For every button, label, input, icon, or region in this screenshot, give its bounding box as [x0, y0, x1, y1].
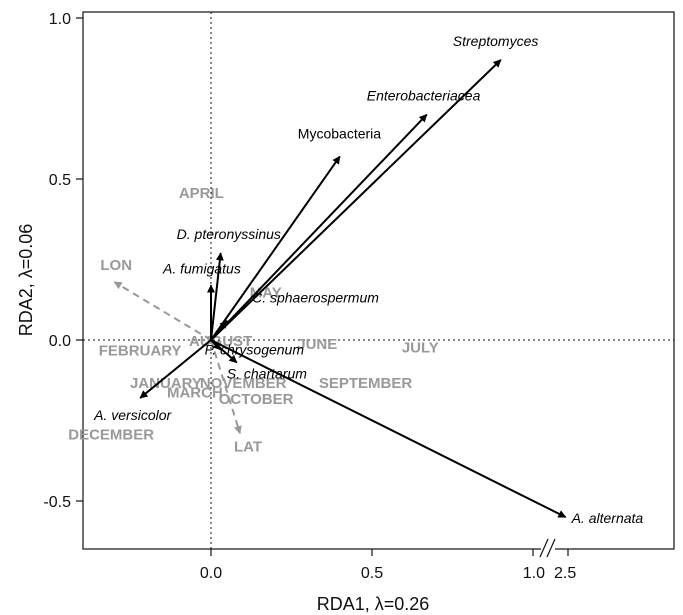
env-arrow-lon: [113, 281, 212, 341]
month-label-april: APRIL: [179, 185, 224, 202]
month-label-march: MARCH: [167, 385, 223, 402]
month-label-september: SEPTEMBER: [319, 375, 413, 392]
month-label-june: JUNE: [297, 336, 337, 353]
species-label-p-chrysogenum: P. chrysogenum: [205, 342, 305, 358]
x-tick-label: 1.0: [523, 565, 545, 582]
species-arrow-enterobacteriacea: [210, 113, 428, 341]
x-tick-label: 2.5: [554, 565, 576, 582]
species-arrow-a-alternata: [210, 339, 567, 518]
month-label-november: NOVEMBER: [200, 375, 287, 392]
species-arrow-mycobacteria: [210, 155, 341, 341]
x-axis-title: RDA1, λ=0.26: [317, 594, 430, 614]
x-axis-ticks: 0.0 0.5 1.0 2.5: [200, 549, 576, 582]
species-label-enterobacteriacea: Enterobacteriacea: [367, 88, 481, 104]
x-tick-label: 0.0: [200, 565, 222, 582]
species-arrow-c-sphaerospermum: [210, 320, 228, 341]
month-label-may: MAY: [250, 285, 282, 302]
env-label-lat: LAT: [234, 438, 262, 455]
species-label-a-versicolor: A. versicolor: [93, 407, 172, 423]
y-tick-label: -0.5: [43, 494, 71, 511]
species-arrow-streptomyces: [210, 59, 502, 341]
month-label-october: OCTOBER: [219, 391, 294, 408]
env-label-lon: LON: [100, 257, 132, 274]
species-label-streptomyces: Streptomyces: [453, 33, 539, 49]
species-arrows: Streptomyces Enterobacteriacea Mycobacteri…: [93, 33, 643, 526]
species-label-c-sphaerospermum: C. sphaerospermum: [252, 290, 379, 306]
month-label-july: JULY: [402, 339, 439, 356]
month-label-january: JANUARY: [130, 375, 202, 392]
species-label-mycobacteria: Mycobacteria: [298, 125, 381, 141]
env-arrow-lat: [210, 339, 242, 435]
y-axis-ticks: 1.0 0.5 0.0 -0.5: [43, 11, 83, 511]
species-arrow-d-pteronyssinus: [210, 252, 224, 341]
environment-arrows: LON LAT: [100, 257, 262, 455]
species-label-a-fumigatus: A. fumigatus: [162, 260, 241, 276]
species-label-d-pteronyssinus: D. pteronyssinus: [177, 226, 281, 242]
month-label-february: FEBRUARY: [99, 343, 182, 360]
month-label-december: DECEMBER: [68, 426, 154, 443]
y-axis-title: RDA2, λ=0.06: [16, 224, 36, 337]
y-tick-label: 0.0: [49, 333, 71, 350]
y-tick-label: 0.5: [49, 172, 71, 189]
species-label-a-alternata: A. alternata: [571, 510, 644, 526]
y-tick-label: 1.0: [49, 11, 71, 28]
plot-frame: [82, 11, 675, 550]
species-arrow-a-versicolor: [139, 339, 212, 399]
x-tick-label: 0.5: [361, 565, 383, 582]
x-axis-break: [539, 538, 556, 560]
species-arrow-s-chartarum: [210, 339, 238, 364]
